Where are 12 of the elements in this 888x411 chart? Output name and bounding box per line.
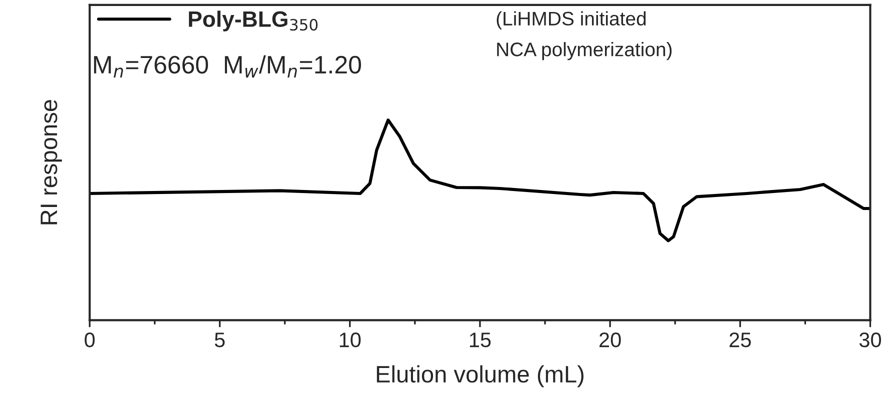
x-axis-title: Elution volume (mL) [376,365,584,388]
x-tick-label: 30 [859,332,882,348]
x-tick-label: 20 [600,332,621,348]
y-axis-title: RI response [40,100,62,224]
x-tick-label: 25 [730,332,751,348]
text: (LiHMDS initiated NCA polymerization) [496,11,672,60]
legend-label: Poly-BLG$_{350}$ [188,10,318,32]
x-tick-label: 15 [470,332,491,348]
x-tick-label: 10 [340,332,361,348]
text: M$_{n}$=76660 M$_{w}$/M$_{n}$=1.20 [94,55,362,78]
x-tick-label: 5 [214,332,225,348]
x-tick-label: 0 [84,332,95,348]
